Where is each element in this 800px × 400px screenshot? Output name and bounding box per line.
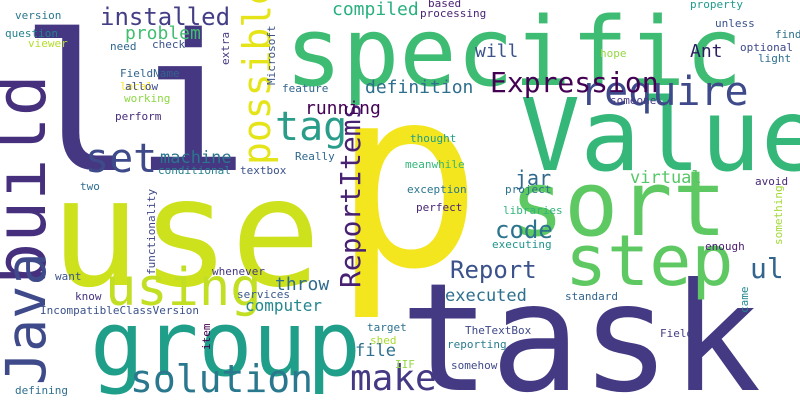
word-feature: feature xyxy=(282,82,328,95)
word-using: using xyxy=(105,258,262,318)
word-jar: jar xyxy=(515,166,551,190)
word-local: local xyxy=(120,80,153,93)
word-task: task xyxy=(400,252,761,400)
word-project: project xyxy=(505,183,551,196)
word-executing: executing xyxy=(492,238,552,251)
word-conditional: conditional xyxy=(158,164,231,177)
word-hope: hope xyxy=(600,47,627,60)
word-exception: exception xyxy=(407,183,467,196)
word-set: set xyxy=(85,136,157,182)
word-two: two xyxy=(80,180,100,193)
word-services: services xyxy=(237,288,290,301)
word-group: group xyxy=(90,292,361,397)
word-shed: shed xyxy=(370,334,397,347)
word-whenever: whenever xyxy=(212,265,265,278)
word-report: Report xyxy=(450,256,537,284)
word-use: use xyxy=(50,147,321,321)
word-working: working xyxy=(124,92,170,105)
word-standard: standard xyxy=(565,290,618,303)
word-require: require xyxy=(580,69,749,115)
word-fields: Fields xyxy=(660,327,700,340)
word-incompatibleclassversion: IncompatibleClassVersion xyxy=(40,304,199,317)
word-allow: allow xyxy=(125,80,158,93)
word-functionality: functionality xyxy=(145,189,158,275)
word-step: step xyxy=(565,220,734,302)
word-tag: tag xyxy=(275,104,347,150)
word-sort: sort xyxy=(510,152,727,257)
word-somehow: somehow xyxy=(451,359,498,372)
word-machine: machine xyxy=(160,148,232,168)
word-compiled: compiled xyxy=(332,0,419,20)
word-want: want xyxy=(55,270,82,283)
word-definition: definition xyxy=(365,77,473,98)
word-based: based xyxy=(428,0,461,10)
word-code: code xyxy=(495,216,553,244)
word-computer: computer xyxy=(245,296,322,315)
word-defining: defining xyxy=(15,384,68,397)
word-came: came xyxy=(738,287,751,314)
word-extra: extra xyxy=(219,32,232,65)
word-really: Really xyxy=(295,150,335,163)
word-solution: solution xyxy=(130,357,313,400)
word-virtual: virtual xyxy=(630,168,702,188)
word-p: p xyxy=(332,33,483,324)
word-ul: ul xyxy=(750,252,784,285)
word-enough: enough xyxy=(705,240,745,253)
word-target: target xyxy=(367,321,407,334)
word-unless: unless xyxy=(715,17,755,30)
word-viewer: viewer xyxy=(28,37,68,50)
word-value: Value xyxy=(520,77,800,194)
word-will: will xyxy=(475,41,518,62)
word-property: property xyxy=(690,0,743,11)
word-problem: problem xyxy=(125,23,201,44)
word-reporting: reporting xyxy=(447,338,507,351)
word-version: version xyxy=(15,9,61,22)
word-processing: processing xyxy=(420,7,486,20)
word-reportitems: ReportItems xyxy=(334,103,367,288)
word-light: light xyxy=(758,52,791,65)
word-libraries: libraries xyxy=(503,204,563,217)
word-installed: installed xyxy=(100,3,230,31)
word-perfect: perfect xyxy=(416,201,462,214)
word-someone: someone xyxy=(610,94,656,107)
word-meanwhile: meanwhile xyxy=(405,158,465,171)
word-possible: possible xyxy=(235,0,279,165)
word-microsoft: Microsoft xyxy=(265,25,278,85)
word-find: find xyxy=(775,28,800,41)
word-thetextbox: TheTextBox xyxy=(465,324,532,337)
word-need: need xyxy=(110,40,137,53)
word-li: li xyxy=(20,0,249,215)
word-throw: throw xyxy=(275,274,329,295)
word-build: build xyxy=(0,74,62,285)
word-iif: IIF xyxy=(395,358,415,371)
word-textbox: textbox xyxy=(240,164,287,177)
word-executed: executed xyxy=(445,286,527,306)
word-file: file xyxy=(355,341,396,361)
word-expression: Expression xyxy=(490,66,659,99)
word-know: know xyxy=(75,290,102,303)
word-question: question xyxy=(5,27,58,40)
word-item: item xyxy=(200,323,213,350)
word-optional: optional xyxy=(740,41,793,54)
word-specific: specific xyxy=(285,0,743,108)
word-avoid: avoid xyxy=(755,175,788,188)
word-java: Java xyxy=(0,253,58,385)
word-running: running xyxy=(305,98,381,119)
word-perform: perform xyxy=(115,110,162,123)
word-something: something xyxy=(772,185,785,245)
word-ant: Ant xyxy=(690,41,723,62)
word-fieldname: FieldName xyxy=(120,67,180,80)
word-make: make xyxy=(350,358,437,399)
word-thought: thought xyxy=(410,132,456,145)
word-check: check xyxy=(152,38,185,51)
